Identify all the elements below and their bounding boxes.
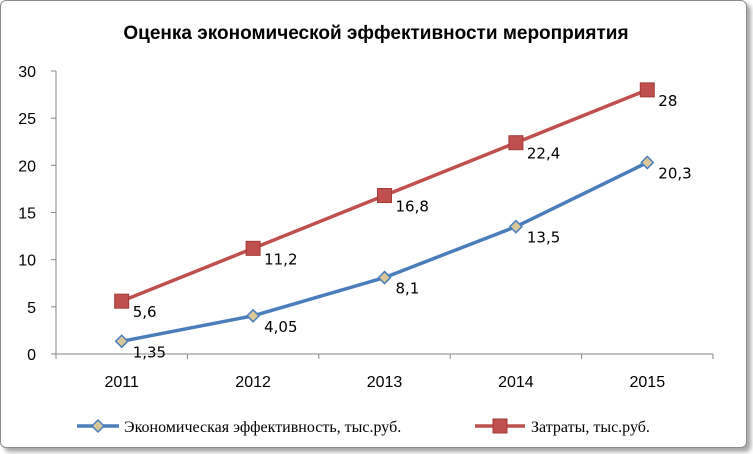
data-labels: 1,35 4,05 8,1 13,5 20,3 5,6 11,2 16,8 22,4 28	[133, 92, 692, 361]
legend-item-2: Затраты, тыс.руб.	[475, 418, 650, 436]
legend-marker	[90, 418, 106, 434]
data-label: 16,8	[396, 198, 429, 216]
data-label: 28	[658, 92, 677, 110]
x-tick-label: 2011	[104, 374, 139, 391]
series-layer	[114, 82, 655, 349]
data-label: 11,2	[264, 250, 297, 268]
data-point-marker	[639, 82, 655, 98]
y-tick-label: 5	[27, 300, 36, 317]
chart-title: Оценка экономической эффективности мероп…	[123, 23, 628, 44]
x-tick-label: 2015	[630, 374, 666, 391]
data-point-marker	[377, 270, 392, 285]
legend: Экономическая эффективность, тыс.руб. Зат…	[77, 418, 650, 436]
x-tick-label: 2012	[235, 374, 271, 391]
data-point-marker	[377, 188, 392, 204]
y-tick-label: 20	[18, 158, 36, 175]
legend-item-1: Экономическая эффективность, тыс.руб.	[77, 418, 401, 436]
data-point-marker	[640, 155, 655, 170]
data-point-marker	[245, 240, 261, 256]
data-label: 5,6	[133, 303, 157, 321]
y-tick-label: 15	[18, 206, 36, 223]
legend-marker	[492, 418, 508, 434]
y-tick-label: 0	[27, 347, 36, 364]
legend-label: Экономическая эффективность, тыс.руб.	[124, 419, 401, 436]
y-tick-label: 25	[18, 111, 36, 128]
data-label: 13,5	[527, 229, 560, 247]
axes: 0 5 10 15 20 25 30 2011 2012 2013 2014 2015	[18, 64, 714, 391]
data-label: 22,4	[527, 145, 560, 163]
y-tick-label: 30	[18, 64, 36, 81]
data-point-marker	[246, 308, 261, 323]
data-label: 4,05	[264, 318, 297, 336]
data-point-marker	[114, 293, 130, 309]
legend-label: Затраты, тыс.руб.	[531, 419, 650, 436]
data-label: 8,1	[396, 280, 420, 298]
chart-area	[0, 0, 747, 448]
data-point-marker	[114, 334, 129, 349]
data-label: 20,3	[658, 165, 691, 183]
y-tick-label: 10	[18, 253, 36, 270]
data-point-marker	[508, 219, 523, 234]
x-tick-label: 2013	[367, 374, 403, 391]
data-point-marker	[508, 135, 524, 151]
x-tick-label: 2014	[498, 374, 534, 391]
data-label: 1,35	[133, 343, 166, 361]
